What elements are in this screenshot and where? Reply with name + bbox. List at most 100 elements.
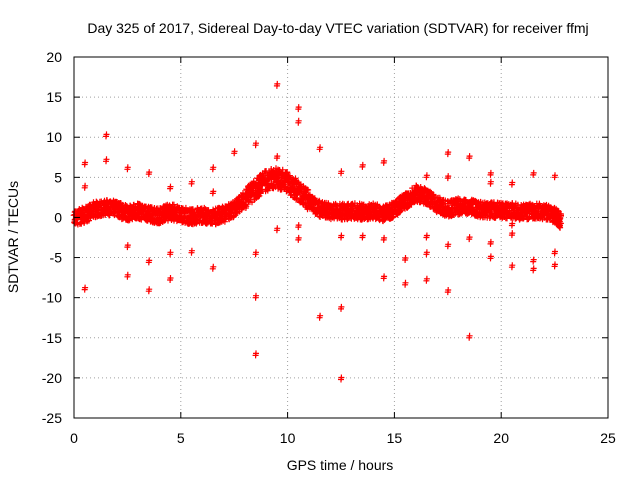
outlier-point xyxy=(317,312,324,319)
outlier-point xyxy=(124,242,131,249)
outlier-point xyxy=(82,159,89,166)
outlier-point xyxy=(338,168,345,175)
outlier-point xyxy=(295,117,302,124)
outlier-point xyxy=(146,169,153,176)
outlier-point xyxy=(487,178,494,185)
outlier-point xyxy=(338,303,345,310)
outlier-point xyxy=(167,183,174,190)
outlier-point xyxy=(82,182,89,189)
outlier-point xyxy=(124,164,131,171)
outlier-point xyxy=(274,225,281,232)
outlier-point xyxy=(487,238,494,245)
outlier-point xyxy=(167,275,174,281)
data-point xyxy=(263,168,270,174)
x-tick-label: 0 xyxy=(70,430,78,446)
plot-frame xyxy=(73,56,609,419)
outlier-point xyxy=(487,253,494,260)
outlier-point xyxy=(423,249,430,256)
y-tick-label: 0 xyxy=(54,209,62,225)
outlier-point xyxy=(552,172,558,179)
outlier-point xyxy=(509,220,516,227)
outlier-point xyxy=(210,164,217,171)
grid xyxy=(74,57,608,418)
x-tick-label: 5 xyxy=(177,430,185,446)
outlier-point xyxy=(552,248,558,255)
outlier-point xyxy=(466,234,473,241)
y-tick-label: 20 xyxy=(46,49,62,65)
y-tick-label: 5 xyxy=(54,169,62,185)
outlier-point xyxy=(445,241,452,248)
data-point xyxy=(243,203,250,210)
data-point xyxy=(286,172,293,179)
data-point xyxy=(249,199,255,206)
outlier-point xyxy=(509,262,516,269)
outlier-point xyxy=(103,131,110,138)
x-tick-label: 15 xyxy=(387,430,403,446)
outlier-point xyxy=(530,169,537,176)
outlier-point xyxy=(359,232,366,239)
x-axis-title: GPS time / hours xyxy=(287,457,394,473)
y-axis-title: SDTVAR / TECUs xyxy=(5,181,21,293)
outlier-point xyxy=(402,255,409,261)
outlier-point xyxy=(253,140,259,147)
outlier-point xyxy=(423,275,430,282)
x-tick-label: 10 xyxy=(280,430,296,446)
outlier-point xyxy=(188,178,195,185)
outlier-point xyxy=(103,156,110,163)
outlier-point xyxy=(188,247,195,254)
outlier-point xyxy=(167,249,174,256)
y-tick-label: -5 xyxy=(50,250,63,266)
data-point xyxy=(293,196,300,203)
data-point xyxy=(283,169,290,176)
outlier-point xyxy=(466,332,473,339)
data-point xyxy=(557,220,564,227)
outlier-point xyxy=(381,157,388,164)
outlier-point xyxy=(210,263,217,270)
x-tick-label: 25 xyxy=(600,430,616,446)
outlier-point xyxy=(338,374,345,381)
outlier-point xyxy=(530,265,537,272)
outlier-point xyxy=(423,172,430,179)
y-tick-label: -15 xyxy=(42,330,62,346)
outlier-point xyxy=(445,149,452,156)
outlier-point xyxy=(445,287,452,293)
outlier-point xyxy=(509,179,516,186)
outlier-point xyxy=(274,80,281,87)
data-point xyxy=(305,186,312,193)
outlier-point xyxy=(274,153,281,160)
outlier-point xyxy=(359,161,366,168)
outlier-point xyxy=(210,188,217,195)
data-point xyxy=(556,224,563,231)
outlier-point xyxy=(552,261,558,268)
outlier-point xyxy=(381,273,388,280)
outlier-point xyxy=(253,292,259,299)
y-tick-label: -25 xyxy=(42,410,62,426)
outlier-point xyxy=(231,148,238,155)
outlier-point xyxy=(253,350,259,357)
outlier-point xyxy=(82,284,89,291)
y-tick-label: 10 xyxy=(46,129,62,145)
outlier-point xyxy=(487,169,494,176)
axis-ticks: 0 5 10 15 20 25 -25 -20 -15 -10 -5 0 5 10 15 20 xyxy=(42,49,616,446)
outlier-point xyxy=(295,104,302,111)
outlier-point xyxy=(466,153,473,160)
y-tick-label: -10 xyxy=(42,290,62,306)
outlier-point xyxy=(423,232,430,239)
chart-title: Day 325 of 2017, Sidereal Day-to-day VTE… xyxy=(87,20,588,36)
outlier-point xyxy=(295,222,302,229)
x-tick-label: 20 xyxy=(493,430,509,446)
data-points xyxy=(70,80,564,383)
y-tick-label: -20 xyxy=(42,370,62,386)
outlier-point xyxy=(509,230,516,237)
outlier-point xyxy=(530,256,537,263)
outlier-point xyxy=(146,257,153,264)
outlier-point xyxy=(295,234,302,241)
outlier-point xyxy=(445,173,452,180)
y-tick-label: 15 xyxy=(46,89,62,105)
outlier-point xyxy=(381,234,388,241)
outlier-point xyxy=(146,286,153,293)
outlier-point xyxy=(338,232,345,239)
outlier-point xyxy=(124,271,131,278)
